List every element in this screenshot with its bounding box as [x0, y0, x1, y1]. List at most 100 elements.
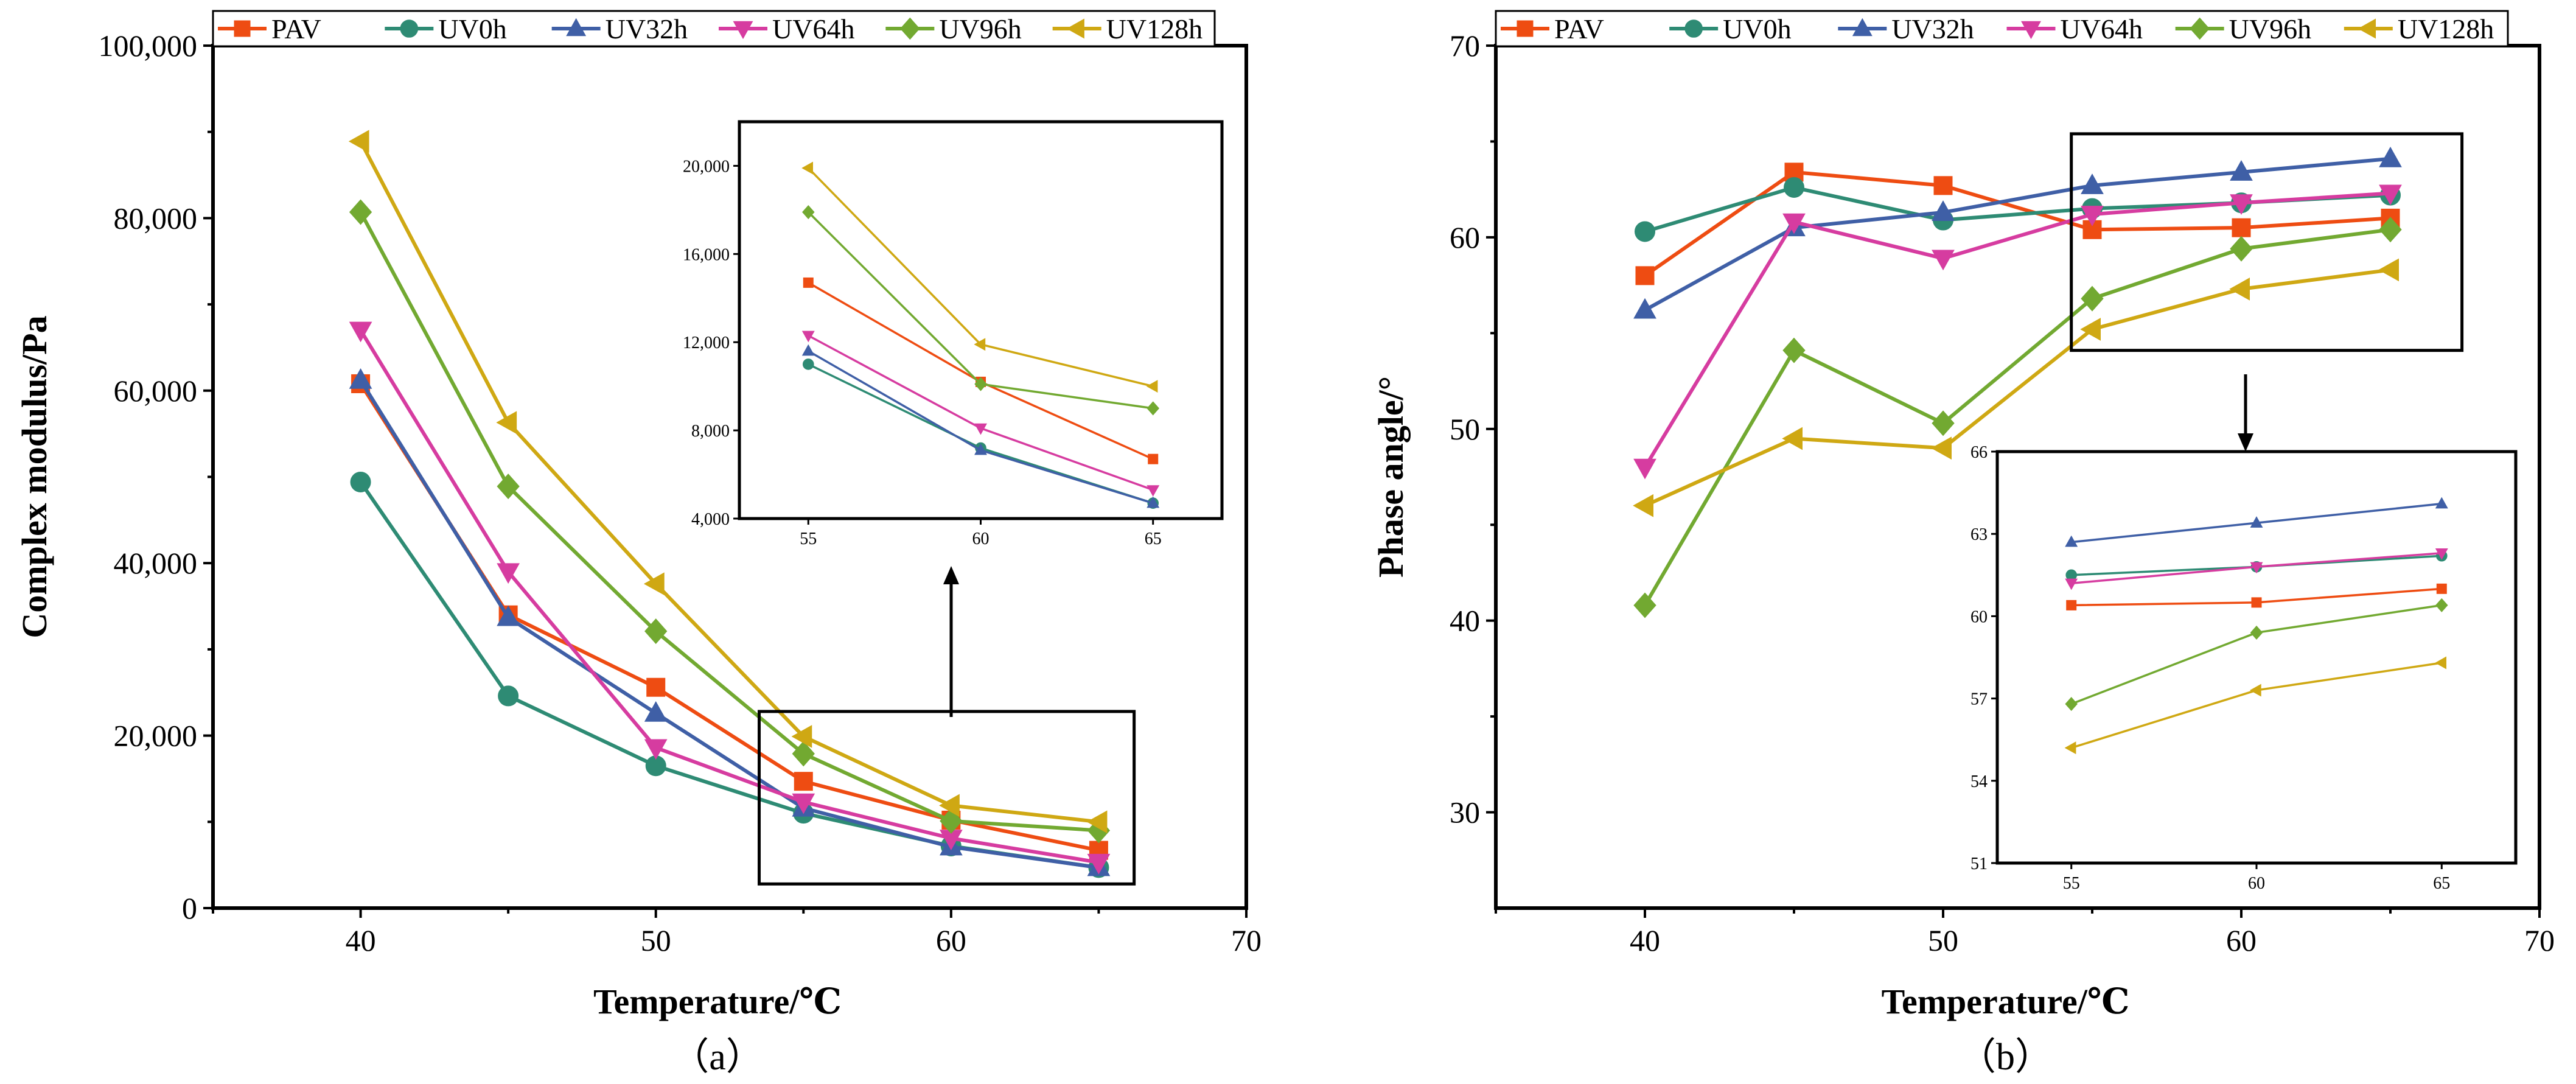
- inset-data-point-PAV: [1148, 453, 1159, 464]
- data-point-UV128h: [2080, 318, 2101, 341]
- inset-y-tick-label: 57: [1970, 690, 1988, 709]
- y-axis-title: Complex modulus/Pa: [15, 315, 54, 638]
- y-tick-label: 20,000: [114, 719, 198, 753]
- data-point-UV96h: [1633, 592, 1656, 618]
- inset-data-point-UV128h: [1146, 380, 1158, 393]
- y-axis-title: Phase angle/°: [1371, 376, 1411, 578]
- x-tick-label: 70: [2524, 923, 2555, 957]
- inset-data-point-UV96h: [2065, 697, 2078, 712]
- data-point-UV128h: [348, 130, 369, 153]
- legend: PAV UV0h UV32h UV64h UV96h UV128h: [212, 10, 1216, 47]
- data-point-UV32h: [349, 368, 372, 389]
- data-point-UV0h: [1635, 221, 1655, 242]
- series-line-UV32h: [1644, 156, 2391, 312]
- data-point-UV32h: [2081, 173, 2104, 194]
- inset-data-point-UV128h: [2435, 656, 2446, 670]
- inset-data-point-UV64h: [2435, 548, 2448, 560]
- legend-box: [1495, 10, 2509, 47]
- data-point-UV0h: [498, 685, 519, 707]
- series-line-UV64h: [359, 329, 1099, 864]
- data-point-UV96h: [349, 199, 372, 225]
- data-point-UV128h: [1782, 427, 1803, 450]
- legend-marker-UV64h: [2021, 21, 2041, 40]
- inset-data-point-UV32h: [974, 443, 987, 455]
- y-tick-label: 50: [1450, 412, 1480, 446]
- data-point-PAV: [1635, 266, 1655, 285]
- inset-y-tick-label: 8,000: [691, 422, 730, 441]
- inset-data-point-UV64h: [2065, 578, 2078, 590]
- x-axis-title: Temperature/℃: [593, 982, 842, 1021]
- legend-marker-UV32h: [1852, 18, 1873, 37]
- inset-y-tick-label: 66: [1970, 443, 1988, 462]
- inset-data-point-UV64h: [1147, 485, 1160, 497]
- data-point-UV96h: [1782, 337, 1806, 363]
- panel-caption: （b）: [1958, 1037, 2053, 1078]
- inset-y-tick-label: 4,000: [691, 510, 730, 529]
- data-point-UV128h: [2229, 278, 2250, 301]
- inset-data-point-UV32h: [2065, 535, 2078, 547]
- series-line-UV128h: [1644, 268, 2391, 508]
- inset-data-point-UV96h: [974, 377, 987, 391]
- zoom-region-box: [2070, 132, 2464, 352]
- data-point-UV64h: [1782, 213, 1806, 234]
- legend-marker-UV0h: [400, 19, 419, 38]
- inset-y-tick-label: 60: [1970, 607, 1988, 626]
- data-point-UV128h: [2378, 258, 2399, 282]
- inset-data-point-UV96h: [2435, 598, 2448, 612]
- data-point-UV128h: [1931, 436, 1952, 460]
- data-point-UV64h: [2230, 194, 2253, 215]
- inset-data-point-UV32h: [801, 344, 815, 356]
- data-point-UV96h: [2379, 217, 2402, 243]
- x-tick-label: 60: [2226, 923, 2257, 957]
- data-point-UV128h: [939, 794, 960, 817]
- data-point-PAV: [2232, 218, 2251, 237]
- data-point-UV64h: [2081, 206, 2104, 226]
- inset-data-point-UV32h: [2250, 516, 2263, 528]
- inset-data-point-UV128h: [974, 338, 986, 351]
- series-line-UV96h: [1643, 228, 2391, 606]
- legend-label-UV0h: UV0h: [438, 13, 506, 44]
- y-tick-label: 40: [1450, 604, 1480, 638]
- series-line-UV64h: [1643, 191, 2391, 469]
- inset-y-tick-label: 12,000: [683, 334, 730, 352]
- data-point-UV96h: [2230, 236, 2253, 262]
- chart-panel-b: 40 50 60 70 30 40 50 60 70 Temperature/℃ Phase ang…: [1371, 10, 2555, 1078]
- inset-y-tick-label: 20,000: [683, 157, 730, 176]
- inset-data-point-UV64h: [974, 423, 987, 435]
- panel-caption: （a）: [671, 1037, 764, 1078]
- inset-y-tick-label: 63: [1970, 525, 1988, 544]
- data-point-PAV: [794, 772, 813, 791]
- x-tick-label: 50: [641, 923, 671, 957]
- data-point-UV96h: [792, 741, 815, 767]
- y-tick-label: 70: [1450, 29, 1480, 63]
- inset-data-point-UV32h: [1147, 496, 1160, 508]
- inset-data-point-PAV: [2251, 597, 2262, 608]
- legend-label-UV64h: UV64h: [772, 13, 854, 44]
- inset-data-point-UV64h: [2250, 562, 2263, 574]
- legend-label-UV96h: UV96h: [939, 13, 1021, 44]
- x-tick-label: 70: [1231, 923, 1262, 957]
- data-point-UV64h: [1932, 250, 1955, 271]
- legend-marker-UV64h: [733, 21, 753, 40]
- legend-label-UV128h: UV128h: [2398, 13, 2494, 44]
- inset-data-point-UV96h: [1147, 401, 1159, 416]
- x-tick-label: 60: [936, 923, 966, 957]
- chart-panel-a: 40 50 60 70 0 20,000 40,000 60,000 80,000 100,000…: [15, 10, 1262, 1078]
- data-point-UV96h: [644, 618, 668, 645]
- legend-label-UV64h: UV64h: [2061, 13, 2143, 44]
- zoom-arrowhead: [2238, 433, 2253, 452]
- y-tick-label: 0: [182, 891, 197, 925]
- legend-label-UV0h: UV0h: [1723, 13, 1791, 44]
- inset-plot: [2064, 497, 2448, 755]
- data-point-UV96h: [497, 474, 520, 500]
- data-point-UV32h: [1932, 200, 1955, 221]
- data-point-UV64h: [497, 563, 520, 584]
- y-tick-label: 80,000: [114, 201, 198, 235]
- inset-x-tick-label: 60: [972, 530, 990, 548]
- legend-label-UV128h: UV128h: [1106, 13, 1202, 44]
- data-point-UV32h: [497, 605, 520, 626]
- legend-label-PAV: PAV: [271, 13, 321, 44]
- legend-marker-PAV: [1517, 20, 1534, 37]
- inset-frame: [1995, 450, 2518, 865]
- legend-label-UV32h: UV32h: [1891, 13, 1974, 44]
